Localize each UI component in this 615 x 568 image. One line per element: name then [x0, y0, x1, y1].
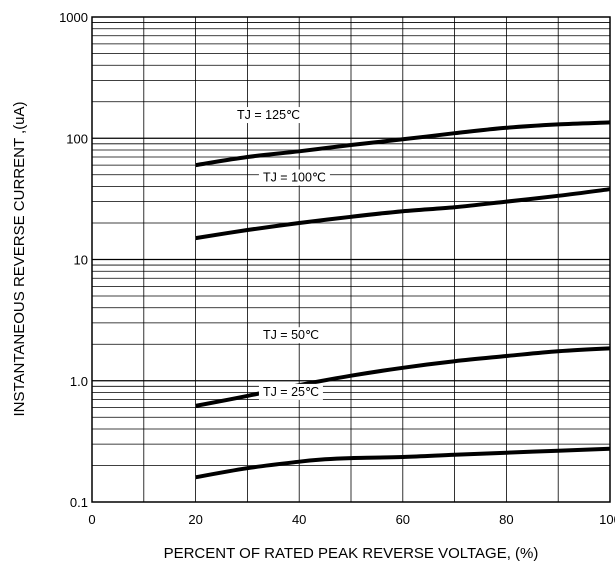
series-label-0: TJ = 125℃ [237, 108, 300, 122]
x-axis-label: PERCENT OF RATED PEAK REVERSE VOLTAGE, (… [164, 545, 539, 562]
series-line-1 [195, 187, 611, 241]
plot-frame [91, 16, 611, 503]
y-tick-label: 100 [66, 131, 88, 146]
x-tick-label: 40 [292, 512, 306, 527]
series-label-3: TJ = 25℃ [263, 385, 319, 399]
x-tick-label: 80 [499, 512, 513, 527]
x-tick-label: 100 [599, 512, 615, 527]
x-tick-label: 20 [188, 512, 202, 527]
series-lines [195, 120, 611, 480]
series-label-2: TJ = 50℃ [263, 328, 319, 342]
tick-labels: 0 20 40 60 80 100 0.1 1.0 10 100 1000 [59, 10, 615, 527]
y-tick-label: 10 [74, 253, 88, 268]
series-label-1: TJ = 100℃ [263, 170, 326, 184]
y-tick-label: 0.1 [70, 495, 88, 510]
series-label-bg [258, 169, 330, 186]
y-tick-label: 1.0 [70, 374, 88, 389]
y-tick-label: 1000 [59, 10, 88, 25]
series-label-bg [258, 327, 323, 344]
series-label-bg [258, 383, 323, 400]
y-axis-label: INSTANTANEOUS REVERSE CURRENT ,(uA) [11, 101, 28, 416]
series-labels: TJ = 125℃ TJ = 100℃ TJ = 50℃ TJ = 25℃ [233, 107, 330, 400]
grid [92, 17, 610, 502]
x-tick-label: 0 [88, 512, 95, 527]
series-label-bg [233, 107, 305, 124]
series-line-3 [195, 446, 611, 480]
series-line-0 [195, 120, 611, 168]
x-tick-label: 60 [396, 512, 410, 527]
